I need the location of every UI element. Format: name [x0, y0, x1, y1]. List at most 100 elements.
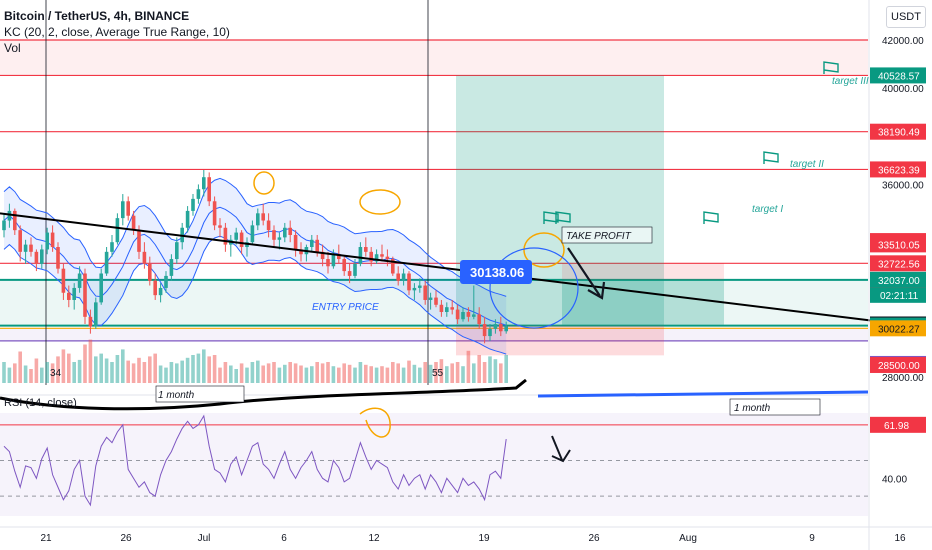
candle-body: [369, 251, 373, 262]
time-tick-label: 26: [588, 533, 600, 544]
candle-body: [445, 307, 449, 313]
candle-body: [40, 249, 44, 264]
price-tag: [870, 236, 926, 253]
volume-bar: [148, 356, 152, 383]
volume-bar: [45, 362, 49, 383]
circle-mark: [523, 232, 565, 268]
rsi-line: [3, 414, 507, 507]
candle-body: [337, 254, 341, 260]
countdown-tag: [870, 287, 926, 303]
price-tag: [870, 271, 926, 288]
volume-bar: [499, 363, 503, 383]
candle-body: [153, 280, 157, 296]
volume-bar: [288, 362, 292, 383]
candle-body: [137, 230, 141, 252]
time-tick-label: 9: [809, 533, 815, 544]
candle-body: [131, 215, 136, 231]
target-2-label: target II: [790, 159, 824, 170]
candle-body: [396, 273, 400, 281]
volume-bar: [434, 362, 438, 383]
volume-bar: [342, 363, 346, 383]
take-profit-box: [561, 226, 653, 244]
candle-body: [23, 244, 28, 252]
tp-zone: [562, 263, 724, 280]
volume-bar: [180, 360, 184, 383]
time-tick-label: 19: [478, 533, 490, 544]
time-tick-label: 26: [120, 533, 132, 544]
candle-body: [364, 247, 368, 252]
price-tag: [870, 67, 926, 84]
volume-bar: [261, 365, 265, 383]
candle-body: [315, 239, 319, 252]
candle-body: [191, 198, 195, 211]
candle-body: [169, 259, 174, 276]
kc-lower-band: [3, 235, 507, 355]
volume-bar: [121, 349, 125, 383]
plot-area: [0, 0, 868, 516]
volume-bar: [104, 358, 109, 383]
candle-body: [77, 273, 82, 288]
volume-bar: [212, 355, 217, 383]
price-tag-label: 36623.39: [878, 165, 920, 176]
candle-body: [461, 312, 465, 320]
volume-bar: [142, 362, 147, 383]
kc-middle-band: [3, 206, 507, 326]
volume-bar: [67, 353, 71, 383]
target-1-label: target I: [752, 204, 783, 215]
volume-bar: [88, 339, 93, 383]
candle-body: [256, 213, 260, 226]
candle-body: [202, 177, 206, 190]
volume-bar: [196, 353, 201, 383]
volume-bar: [77, 359, 82, 383]
volume-bar: [347, 364, 352, 383]
downtrend-line: [0, 212, 881, 323]
candle-body: [380, 254, 384, 257]
volume-bar: [374, 367, 379, 383]
candle-body: [472, 314, 476, 317]
candle-body: [499, 324, 503, 332]
volume-bar: [412, 364, 417, 383]
candle-body: [331, 254, 336, 267]
volume-bar: [23, 365, 28, 383]
price-tooltip-value: 30138.06: [470, 265, 524, 280]
candle-body: [326, 259, 330, 267]
symbol-title[interactable]: Bitcoin / TetherUS, 4h, BINANCE: [4, 9, 190, 23]
volume-bar: [191, 355, 195, 383]
time-tick-label: 6: [281, 533, 287, 544]
chart-header: Bitcoin / TetherUS, 4h, BINANCE KC (20, …: [4, 8, 230, 56]
kc-indicator-label[interactable]: KC (20, 2, close, Average True Range, 10…: [4, 25, 230, 39]
price-tick-label: 42000.00: [882, 36, 924, 47]
volume-bar: [385, 367, 390, 383]
entry-price-label: ENTRY PRICE: [312, 302, 379, 313]
volume-indicator-label[interactable]: Vol: [4, 41, 21, 55]
candle-body: [358, 247, 363, 264]
candle-body: [45, 232, 49, 250]
rsi-band: [0, 413, 868, 516]
volume-bar: [131, 363, 136, 383]
volume-bar: [418, 367, 422, 383]
candle-body: [439, 304, 444, 313]
volume-bar: [358, 362, 363, 383]
candle-body: [207, 177, 211, 202]
volume-bar: [50, 363, 55, 383]
volume-bar: [272, 362, 276, 383]
price-tag: [870, 356, 926, 373]
volume-bar: [94, 356, 98, 383]
volume-bar: [445, 366, 449, 383]
candle-body: [99, 273, 103, 303]
currency-button[interactable]: USDT: [886, 6, 926, 28]
price-tag-label: 38190.49: [878, 128, 920, 139]
candle-body: [110, 242, 114, 252]
time-tick-label: 16: [894, 533, 906, 544]
time-tick-label: 12: [368, 533, 380, 544]
volume-bar: [2, 362, 6, 383]
time-tick-label: 21: [40, 533, 52, 544]
count-55-label: 55: [432, 368, 444, 379]
candle-body: [299, 249, 303, 255]
volume-bar: [256, 360, 260, 383]
volume-bar: [169, 362, 174, 383]
candle-body: [175, 242, 179, 260]
candle-body: [477, 314, 481, 325]
candle-body: [272, 230, 276, 240]
